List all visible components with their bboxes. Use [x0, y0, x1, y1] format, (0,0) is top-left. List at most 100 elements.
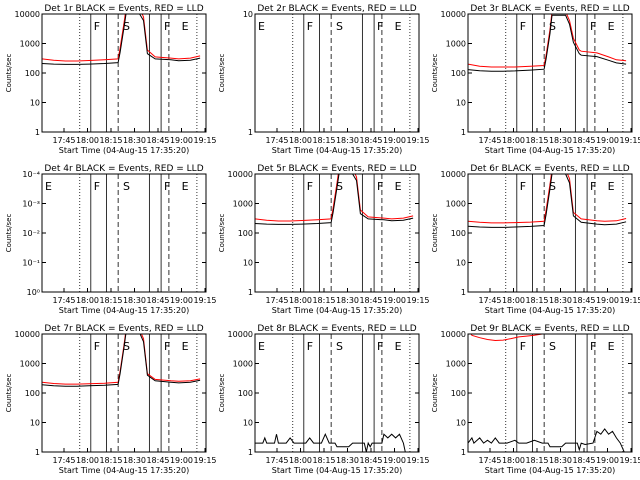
- x-tick-label: 17:45: [478, 296, 501, 305]
- series-lld-line: [42, 14, 201, 62]
- x-tick-label: 17:45: [478, 456, 501, 465]
- x-axis-label: Start Time (04-Aug-15 17:35:20): [59, 466, 190, 475]
- x-tick-label: 18:00: [289, 296, 312, 305]
- x-tick-label: 18:15: [525, 296, 548, 305]
- interval-marker-label: S: [123, 340, 130, 353]
- x-tick-label: 18:00: [289, 136, 312, 145]
- y-tick-label: 10: [456, 99, 466, 108]
- x-axis-label: Start Time (04-Aug-15 17:35:20): [272, 306, 403, 315]
- y-axis-label: Counts/sec: [218, 374, 226, 413]
- x-axis-label: Start Time (04-Aug-15 17:35:20): [485, 306, 616, 315]
- x-tick-label: 18:30: [123, 136, 146, 145]
- x-tick-label: 19:00: [383, 456, 406, 465]
- series-events-line: [468, 174, 627, 228]
- y-tick-label: 1: [35, 448, 40, 457]
- x-tick-label: 19:00: [170, 136, 193, 145]
- y-tick-label: 100: [238, 229, 253, 238]
- y-tick-label: 1000: [20, 360, 40, 369]
- x-tick-label: 17:45: [52, 296, 75, 305]
- x-tick-label: 18:00: [76, 456, 99, 465]
- x-tick-label: 18:45: [359, 296, 382, 305]
- x-axis-label: Start Time (04-Aug-15 17:35:20): [485, 146, 616, 155]
- x-tick-label: 18:45: [146, 136, 169, 145]
- y-tick-label: 1000: [233, 360, 253, 369]
- y-axis-label: Counts/sec: [5, 54, 13, 93]
- x-tick-label: 18:30: [549, 136, 572, 145]
- x-tick-label: 19:15: [193, 456, 216, 465]
- series-lld-line: [470, 334, 602, 342]
- interval-marker-label: S: [549, 20, 556, 33]
- interval-marker-label: F: [164, 20, 170, 33]
- x-tick-label: 19:00: [170, 296, 193, 305]
- y-tick-label: 100: [25, 389, 40, 398]
- interval-marker-label: F: [164, 340, 170, 353]
- interval-marker-label: F: [520, 20, 526, 33]
- panel-title: Det 4r BLACK = Events, RED = LLD: [44, 164, 203, 174]
- interval-marker-label: E: [258, 340, 265, 353]
- series-events-line: [42, 14, 201, 65]
- x-tick-label: 19:15: [406, 296, 429, 305]
- x-tick-label: 19:00: [596, 456, 619, 465]
- y-axis-label: Counts/sec: [431, 214, 439, 253]
- series-events-line: [255, 174, 414, 225]
- x-tick-label: 17:45: [478, 136, 501, 145]
- x-axis-label: Start Time (04-Aug-15 17:35:20): [485, 466, 616, 475]
- panel-title: Det 2r BLACK = Events, RED = LLD: [257, 4, 416, 14]
- y-tick-label: 10: [243, 419, 253, 428]
- series-events-line: [468, 428, 625, 452]
- interval-marker-label: E: [608, 20, 615, 33]
- x-tick-label: 19:00: [383, 136, 406, 145]
- interval-marker-label: E: [45, 180, 52, 193]
- x-tick-label: 17:45: [52, 136, 75, 145]
- y-tick-label: 1000: [20, 40, 40, 49]
- series-events-line: [255, 432, 406, 452]
- interval-marker-label: F: [307, 340, 313, 353]
- panel-title: Det 9r BLACK = Events, RED = LLD: [470, 324, 629, 334]
- x-tick-label: 18:30: [549, 296, 572, 305]
- panel-title: Det 5r BLACK = Events, RED = LLD: [257, 164, 416, 174]
- series-lld-line: [468, 14, 627, 68]
- x-tick-label: 17:45: [52, 456, 75, 465]
- x-tick-label: 17:45: [265, 136, 288, 145]
- x-tick-label: 18:15: [312, 296, 335, 305]
- x-tick-label: 18:45: [572, 296, 595, 305]
- x-tick-label: 18:00: [289, 456, 312, 465]
- x-tick-label: 19:15: [619, 296, 640, 305]
- y-tick-label: 1000: [446, 360, 466, 369]
- y-tick-label: 10000: [441, 10, 466, 19]
- x-tick-label: 18:15: [99, 136, 122, 145]
- x-axis-label: Start Time (04-Aug-15 17:35:20): [59, 146, 190, 155]
- x-tick-label: 18:00: [76, 136, 99, 145]
- x-tick-label: 18:45: [359, 136, 382, 145]
- interval-marker-label: F: [94, 180, 100, 193]
- x-tick-label: 18:45: [359, 456, 382, 465]
- interval-marker-label: F: [520, 180, 526, 193]
- panel-title: Det 6r BLACK = Events, RED = LLD: [470, 164, 629, 174]
- y-tick-label: 1: [35, 128, 40, 137]
- x-tick-label: 18:30: [123, 296, 146, 305]
- x-tick-label: 18:15: [525, 136, 548, 145]
- x-tick-label: 17:45: [265, 296, 288, 305]
- y-tick-label: 10⁻²: [22, 229, 40, 238]
- series-lld-line: [255, 174, 414, 222]
- y-tick-label: 100: [238, 389, 253, 398]
- interval-marker-label: S: [549, 180, 556, 193]
- x-axis-label: Start Time (04-Aug-15 17:35:20): [272, 146, 403, 155]
- panel-title: Det 1r BLACK = Events, RED = LLD: [44, 4, 203, 14]
- interval-marker-label: F: [590, 180, 596, 193]
- y-tick-label: 100: [451, 229, 466, 238]
- y-axis-label: Counts/sec: [218, 54, 226, 93]
- y-tick-label: 10: [456, 259, 466, 268]
- x-tick-label: 18:15: [312, 456, 335, 465]
- y-tick-label: 10⁻³: [22, 200, 40, 209]
- series-events-line: [42, 334, 201, 387]
- interval-marker-label: S: [336, 340, 343, 353]
- x-tick-label: 18:15: [312, 136, 335, 145]
- y-tick-label: 1: [248, 448, 253, 457]
- interval-marker-label: E: [608, 340, 615, 353]
